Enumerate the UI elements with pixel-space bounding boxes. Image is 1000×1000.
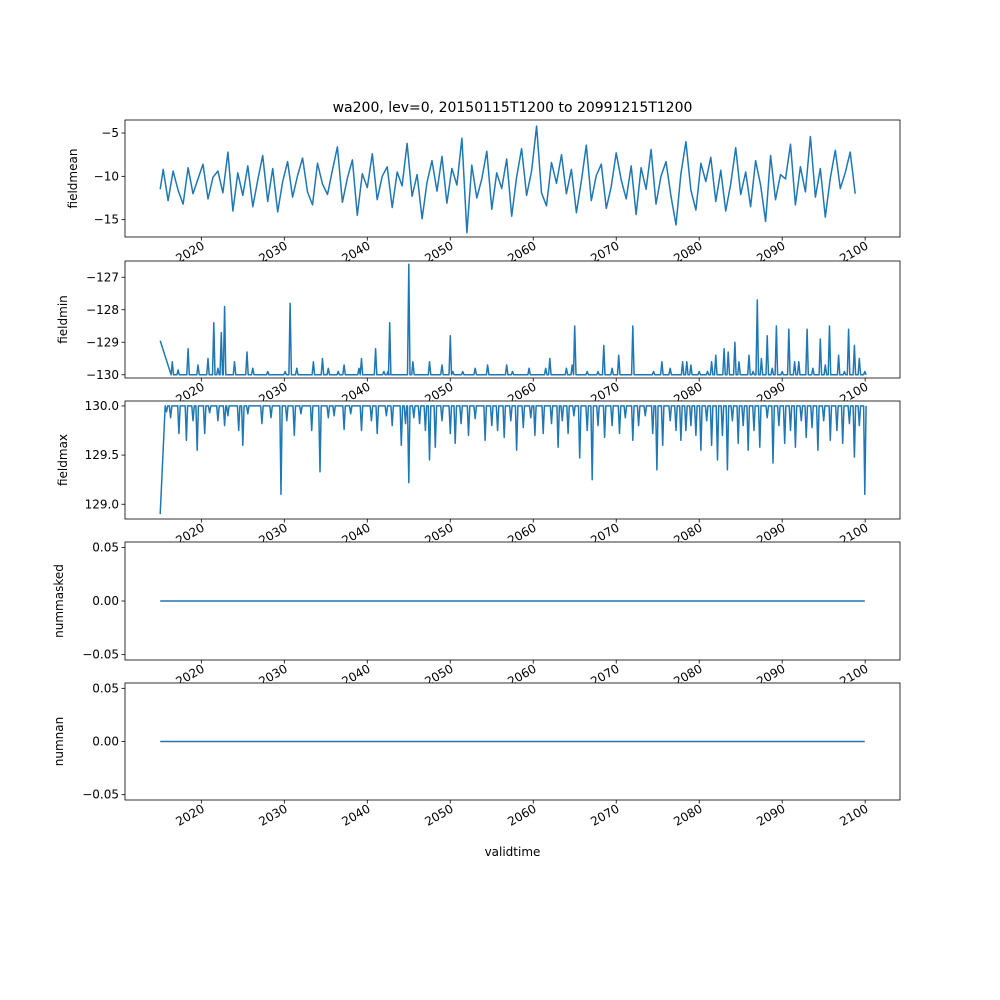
plot-frame-fieldmean bbox=[124, 119, 901, 238]
y-tick-label: −5 bbox=[101, 126, 119, 140]
y-tick-label: −0.05 bbox=[82, 648, 119, 662]
series-line-fieldmin bbox=[159, 263, 867, 376]
plot-background bbox=[125, 401, 900, 519]
y-tick-label: −127 bbox=[86, 270, 119, 284]
y-tick-label: 129.0 bbox=[85, 497, 119, 511]
y-tick-label: −10 bbox=[94, 169, 119, 183]
y-tick-label: −129 bbox=[86, 335, 119, 349]
y-tick-label: −130 bbox=[86, 368, 119, 382]
plot-frame-fieldmax bbox=[124, 400, 901, 520]
y-axis-label: nummasked bbox=[52, 564, 66, 638]
x-axis-label: validtime bbox=[485, 845, 541, 859]
y-axis-label: fieldmean bbox=[66, 149, 80, 209]
series-line-fieldmax bbox=[159, 405, 867, 515]
y-axis-label: numnan bbox=[52, 717, 66, 766]
plot-frame-fieldmin bbox=[124, 260, 901, 379]
y-tick-label: 129.5 bbox=[85, 448, 119, 462]
plot-background bbox=[125, 261, 900, 378]
y-tick-label: −128 bbox=[86, 303, 119, 317]
y-tick-label: −0.05 bbox=[82, 788, 119, 802]
chart-title: wa200, lev=0, 20150115T1200 to 20991215T… bbox=[333, 100, 693, 116]
y-tick-label: 0.05 bbox=[92, 681, 119, 695]
y-tick-label: 0.05 bbox=[92, 540, 119, 554]
y-tick-label: 0.00 bbox=[92, 594, 119, 608]
y-tick-label: 130.0 bbox=[85, 399, 119, 413]
y-axis-label: fieldmax bbox=[56, 434, 70, 486]
series-line-fieldmean bbox=[159, 125, 856, 234]
y-tick-label: 0.00 bbox=[92, 735, 119, 749]
y-axis-label: fieldmin bbox=[56, 295, 70, 344]
y-tick-label: −15 bbox=[94, 213, 119, 227]
